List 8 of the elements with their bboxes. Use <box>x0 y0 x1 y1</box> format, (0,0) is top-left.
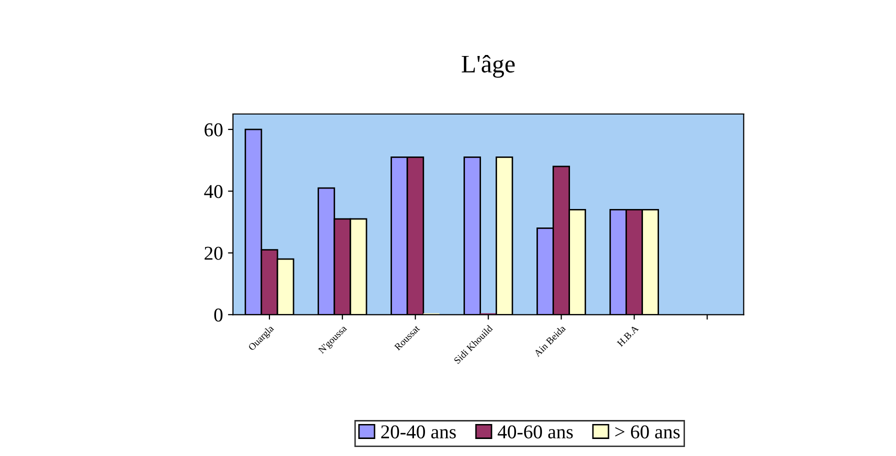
y-tick-label: 60 <box>204 123 222 136</box>
y-tick-label: 0 <box>214 308 222 322</box>
legend-label: > 60 ans <box>615 425 680 438</box>
legend-label: 40-60 ans <box>498 425 573 438</box>
y-tick-label: 20 <box>204 246 222 260</box>
chart-title: L'âge <box>462 54 515 78</box>
legend-label: 20-40 ans <box>381 425 456 438</box>
y-tick-label: 40 <box>204 184 222 198</box>
